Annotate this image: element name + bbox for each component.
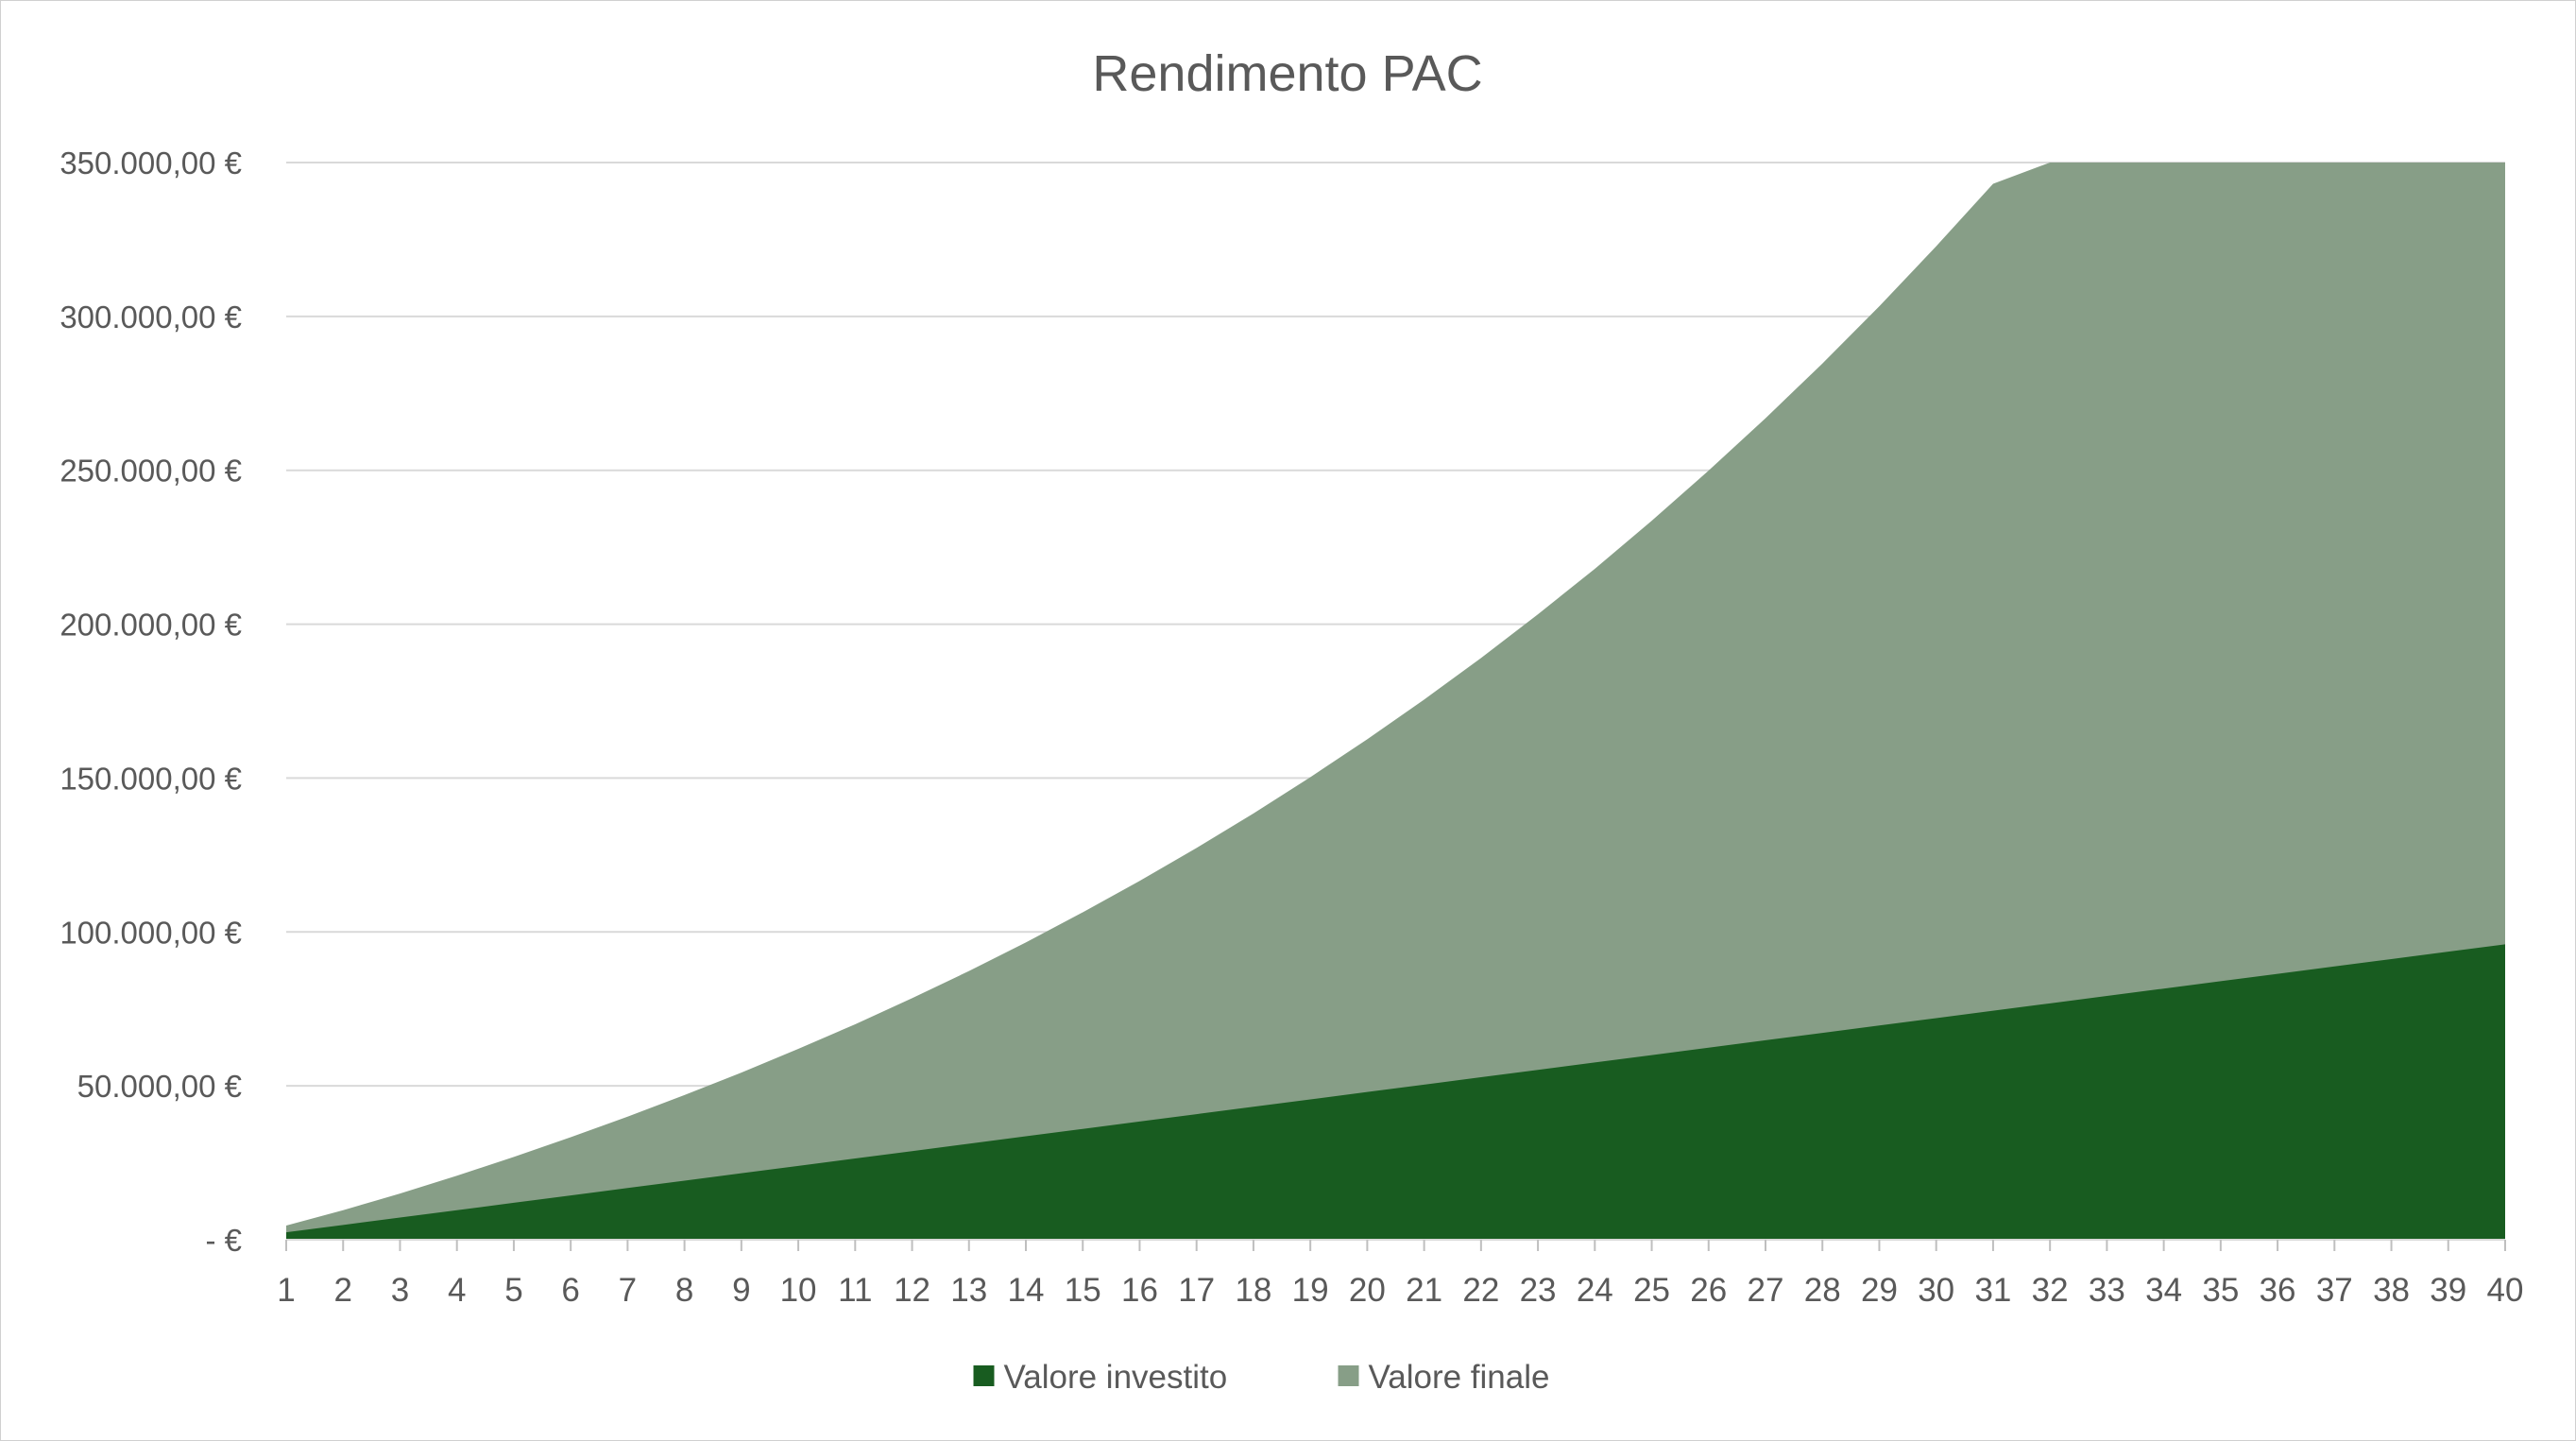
x-tick-label: 23: [1520, 1272, 1557, 1309]
legend-swatch: [1338, 1365, 1359, 1386]
x-tick-label: 26: [1690, 1272, 1727, 1309]
y-tick-label: 250.000,00 €: [60, 454, 242, 489]
x-tick-label: 19: [1292, 1272, 1329, 1309]
area-series-2: [286, 944, 2505, 1240]
x-tick-label: 20: [1349, 1272, 1386, 1309]
y-tick-label: - €: [205, 1223, 242, 1258]
x-tick-label: 11: [838, 1272, 872, 1309]
x-tick-label: 32: [2032, 1272, 2069, 1309]
y-tick-label: 100.000,00 €: [60, 915, 242, 950]
x-tick-label: 12: [894, 1272, 930, 1309]
x-tick-label: 3: [391, 1272, 409, 1309]
x-tick-label: 25: [1633, 1272, 1670, 1309]
legend-label: Valore investito: [1004, 1359, 1228, 1396]
x-tick-label: 34: [2145, 1272, 2182, 1309]
x-tick-label: 2: [333, 1272, 351, 1309]
area-series-1: [286, 163, 2505, 1240]
y-tick-label: 150.000,00 €: [60, 761, 242, 796]
x-tick-label: 17: [1178, 1272, 1215, 1309]
x-tick-label: 35: [2202, 1272, 2239, 1309]
x-tick-label: 38: [2373, 1272, 2410, 1309]
x-tick-label: 39: [2430, 1272, 2466, 1309]
y-tick-label: 50.000,00 €: [77, 1069, 242, 1104]
x-tick-label: 8: [675, 1272, 693, 1309]
x-tick-label: 33: [2089, 1272, 2125, 1309]
area-layer: [286, 163, 2505, 1240]
x-tick-label: 16: [1121, 1272, 1158, 1309]
axis-layer: 350.000,00 €300.000,00 €250.000,00 €200.…: [60, 146, 2523, 1309]
x-tick-label: 21: [1406, 1272, 1442, 1309]
x-tick-label: 37: [2316, 1272, 2353, 1309]
x-tick-label: 13: [950, 1272, 987, 1309]
x-tick-label: 28: [1804, 1272, 1841, 1309]
x-tick-label: 4: [448, 1272, 466, 1309]
x-tick-label: 9: [732, 1272, 750, 1309]
x-tick-label: 24: [1577, 1272, 1613, 1309]
x-tick-label: 36: [2260, 1272, 2296, 1309]
x-tick-label: 30: [1918, 1272, 1954, 1309]
legend-swatch: [973, 1365, 995, 1386]
x-tick-label: 7: [619, 1272, 637, 1309]
x-tick-label: 15: [1065, 1272, 1101, 1309]
x-tick-label: 10: [780, 1272, 817, 1309]
x-tick-label: 27: [1748, 1272, 1784, 1309]
x-tick-label: 29: [1861, 1272, 1898, 1309]
legend: Valore investito Valore finale: [973, 1359, 1550, 1396]
x-tick-label: 1: [277, 1272, 295, 1309]
y-tick-label: 200.000,00 €: [60, 608, 242, 643]
legend-label: Valore finale: [1369, 1359, 1550, 1396]
x-tick-label: 40: [2487, 1272, 2524, 1309]
x-tick-label: 22: [1462, 1272, 1499, 1309]
x-tick-label: 14: [1008, 1272, 1045, 1309]
chart-title: Rendimento PAC: [1092, 45, 1482, 102]
x-tick-label: 18: [1235, 1272, 1271, 1309]
x-tick-label: 5: [504, 1272, 522, 1309]
x-tick-label: 6: [561, 1272, 579, 1309]
y-tick-label: 300.000,00 €: [60, 300, 242, 335]
y-tick-label: 350.000,00 €: [60, 146, 242, 180]
x-tick-label: 31: [1974, 1272, 2011, 1309]
